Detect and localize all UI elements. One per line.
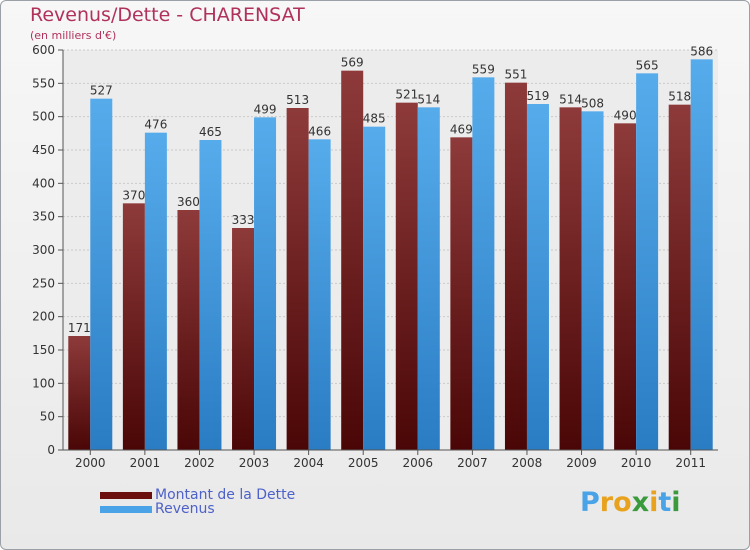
- bar-revenue-2003: [254, 117, 277, 450]
- bar-debt-2004: [286, 108, 309, 450]
- bar-debt-2005: [341, 70, 364, 451]
- bar-revenue-2007: [472, 77, 495, 450]
- y-tick-label: 200: [32, 310, 55, 324]
- legend-item-revenue: Revenus: [100, 501, 215, 517]
- legend-swatch-debt: [100, 491, 152, 499]
- bars: [68, 59, 713, 451]
- y-tick-label: 400: [32, 176, 55, 190]
- bar-debt-2001: [122, 203, 145, 450]
- y-tick-label: 350: [32, 210, 55, 224]
- bar-debt-2007: [450, 137, 473, 451]
- bar-revenue-2010: [636, 73, 659, 450]
- y-tick-label: 450: [32, 143, 55, 157]
- x-tick-label-2001: 2001: [130, 456, 161, 470]
- data-label-debt-2007: 469: [450, 122, 473, 136]
- y-tick-label: 600: [32, 43, 55, 57]
- data-label-debt-2000: 171: [68, 321, 91, 335]
- legend-label-debt: Montant de la Dette: [155, 487, 296, 503]
- bar-debt-2006: [395, 102, 418, 451]
- bar-debt-2010: [614, 123, 637, 450]
- data-label-debt-2011: 518: [668, 90, 691, 104]
- x-tick-label-2007: 2007: [457, 456, 488, 470]
- data-label-revenue-2004: 466: [308, 124, 331, 138]
- bar-revenue-2008: [526, 104, 549, 450]
- x-tick-label-2005: 2005: [348, 456, 379, 470]
- y-tick-label: 150: [32, 343, 55, 357]
- proxiti-logo: Proxiti: [580, 487, 681, 518]
- data-label-revenue-2008: 519: [527, 89, 550, 103]
- x-tick-label-2003: 2003: [239, 456, 270, 470]
- x-tick-label-2010: 2010: [621, 456, 652, 470]
- x-tick-label-2002: 2002: [184, 456, 215, 470]
- chart-subtitle: (en milliers d'€): [30, 29, 117, 42]
- bar-revenue-2004: [308, 139, 331, 451]
- legend-swatch-revenue: [100, 505, 152, 513]
- bar-debt-2002: [177, 210, 200, 450]
- data-label-debt-2005: 569: [341, 56, 364, 70]
- x-tick-label-2000: 2000: [75, 456, 106, 470]
- data-label-debt-2010: 490: [614, 108, 637, 122]
- chart-title: Revenus/Dette - CHARENSAT: [30, 4, 305, 26]
- legend-item-debt: Montant de la Dette: [100, 487, 295, 503]
- data-label-revenue-2009: 508: [581, 96, 604, 110]
- data-label-debt-2004: 513: [286, 93, 309, 107]
- bar-revenue-2002: [199, 140, 222, 450]
- data-label-debt-2009: 514: [559, 92, 582, 106]
- data-label-revenue-2003: 499: [254, 102, 277, 116]
- bar-revenue-2005: [363, 126, 386, 451]
- x-tick-label-2004: 2004: [293, 456, 324, 470]
- bar-revenue-2011: [690, 59, 713, 450]
- data-label-revenue-2001: 476: [144, 118, 167, 132]
- axes: 0 50 100 150 200 250 300 350 400 450 500 550 600 2000…: [32, 43, 718, 470]
- bar-debt-2008: [504, 82, 527, 451]
- data-label-revenue-2007: 559: [472, 62, 495, 76]
- y-tick-label: 500: [32, 110, 55, 124]
- bar-debt-2000: [68, 336, 91, 450]
- data-label-debt-2001: 370: [122, 188, 145, 202]
- data-label-revenue-2010: 565: [636, 58, 659, 72]
- data-label-revenue-2005: 485: [363, 112, 386, 126]
- y-tick-label: 50: [40, 410, 55, 424]
- data-label-revenue-2006: 514: [417, 92, 440, 106]
- legend-label-revenue: Revenus: [155, 501, 215, 517]
- bar-debt-2003: [232, 228, 255, 450]
- x-tick-label-2006: 2006: [403, 456, 434, 470]
- bar-debt-2011: [668, 104, 691, 451]
- x-tick-label-2011: 2011: [675, 456, 706, 470]
- x-tick-label-2009: 2009: [566, 456, 597, 470]
- bar-revenue-2000: [90, 98, 113, 451]
- data-label-debt-2003: 333: [232, 213, 255, 227]
- data-label-debt-2002: 360: [177, 195, 200, 209]
- data-label-debt-2006: 521: [395, 88, 418, 102]
- y-tick-label: 300: [32, 243, 55, 257]
- y-tick-label: 0: [47, 443, 55, 457]
- y-tick-label: 100: [32, 376, 55, 390]
- bar-debt-2009: [559, 107, 582, 450]
- bar-revenue-2006: [417, 107, 440, 450]
- bar-revenue-2001: [144, 132, 167, 450]
- data-label-revenue-2000: 527: [90, 84, 113, 98]
- data-label-revenue-2002: 465: [199, 125, 222, 139]
- y-tick-label: 550: [32, 76, 55, 90]
- data-label-debt-2008: 551: [505, 68, 528, 82]
- x-tick-label-2008: 2008: [512, 456, 543, 470]
- bar-revenue-2009: [581, 111, 604, 450]
- data-label-revenue-2011: 586: [690, 44, 713, 58]
- y-tick-label: 250: [32, 276, 55, 290]
